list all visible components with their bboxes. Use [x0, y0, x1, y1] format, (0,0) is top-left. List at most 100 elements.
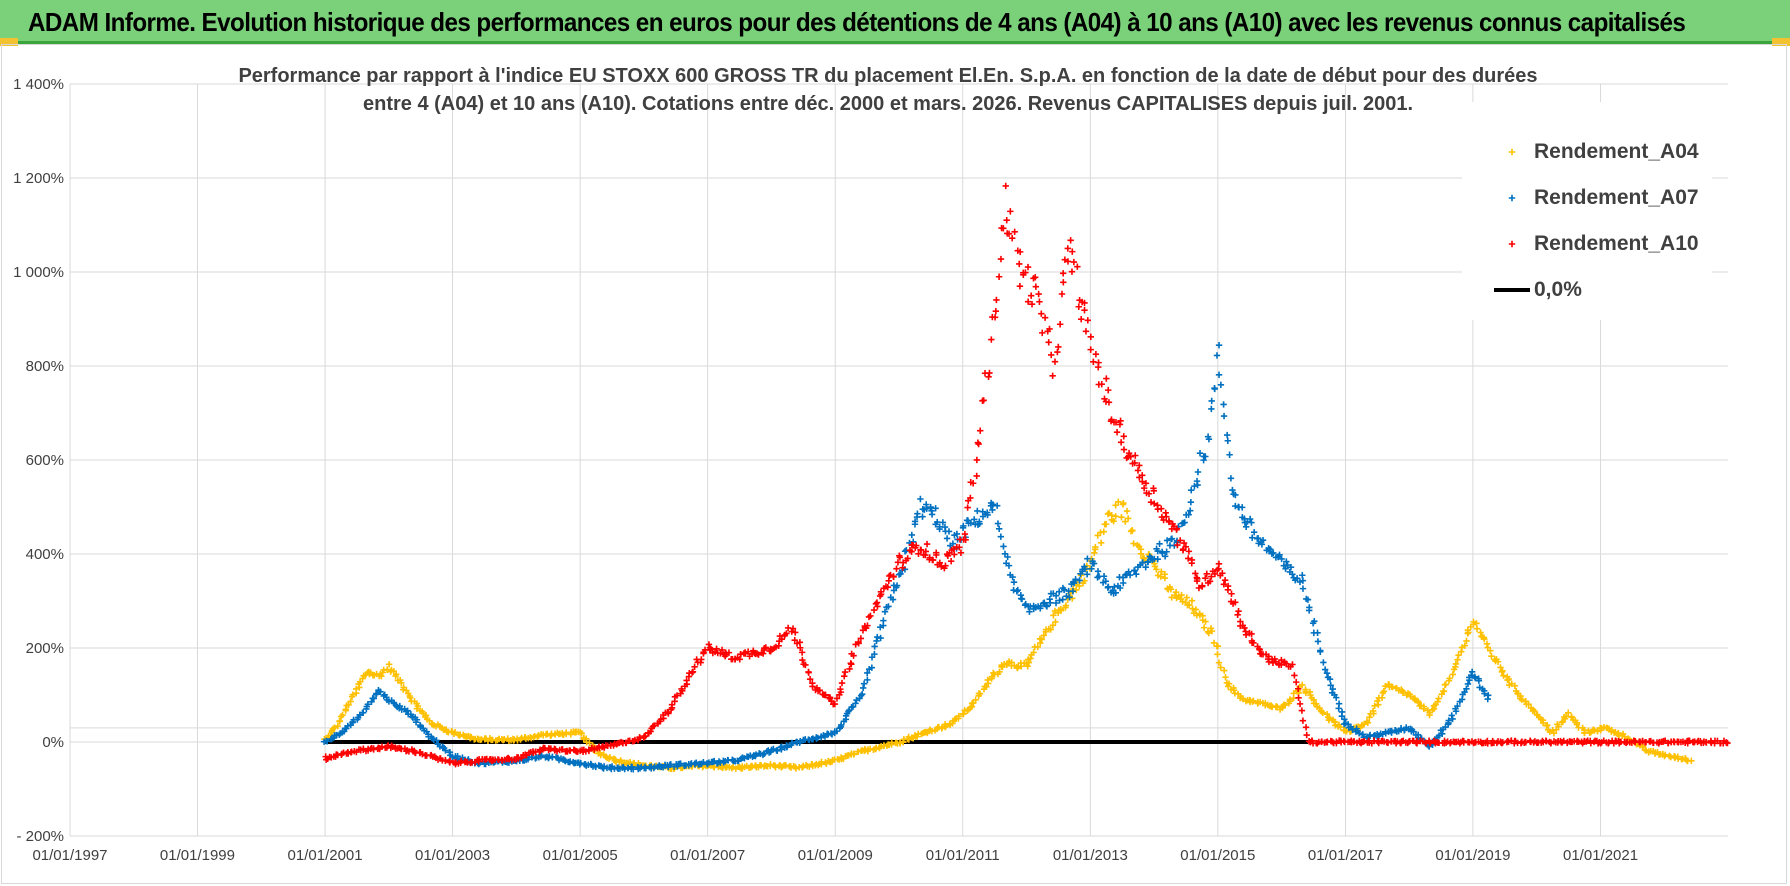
data-point [1215, 371, 1223, 379]
data-point [943, 535, 951, 542]
data-point [1046, 325, 1053, 333]
data-point [1242, 523, 1250, 531]
x-tick-label: 01/01/2007 [670, 847, 745, 864]
data-point [1045, 339, 1052, 346]
data-point [816, 687, 823, 694]
data-point [1055, 588, 1063, 595]
data-point [897, 570, 904, 578]
data-point [996, 668, 1003, 675]
y-tick-label: 600% [26, 452, 64, 469]
series-rendement-a10 [322, 182, 1731, 768]
data-point [1442, 681, 1449, 688]
data-point [1214, 651, 1221, 658]
data-point [689, 668, 697, 676]
data-point [1461, 642, 1469, 649]
data-point [922, 548, 930, 555]
data-point [1210, 639, 1218, 647]
data-point [1125, 568, 1132, 575]
data-point [1215, 342, 1223, 349]
data-point [1250, 528, 1258, 536]
data-point [1064, 245, 1071, 252]
data-point [1156, 540, 1163, 547]
data-point [1139, 472, 1146, 479]
data-point [1188, 487, 1195, 494]
data-point [833, 727, 841, 735]
data-point [412, 718, 420, 726]
y-tick-label: 1 400% [13, 76, 64, 93]
data-point [647, 728, 654, 735]
data-point [1445, 717, 1452, 724]
data-point [624, 764, 632, 772]
data-point [917, 546, 925, 554]
data-point [324, 738, 331, 745]
data-point [677, 760, 684, 767]
data-point [1040, 632, 1048, 639]
data-point [1118, 514, 1125, 521]
data-point [1235, 608, 1242, 615]
data-point [1295, 694, 1302, 702]
data-point [347, 698, 354, 705]
data-point [904, 555, 911, 562]
data-point [1192, 606, 1200, 613]
data-point [1371, 702, 1378, 710]
legend: Rendement_A04 Rendement_A07 Rendement_A10 0… [1462, 102, 1712, 320]
data-point [893, 582, 901, 589]
data-point [378, 743, 386, 750]
data-point [1454, 656, 1461, 663]
data-point [1130, 540, 1137, 547]
data-point [1337, 724, 1344, 731]
data-point [1137, 546, 1145, 553]
data-point [1505, 675, 1512, 683]
data-point [1105, 583, 1112, 591]
data-point [1016, 260, 1023, 268]
data-point [1286, 696, 1294, 703]
data-point [1213, 352, 1221, 359]
data-point [1127, 453, 1134, 460]
data-point [1100, 528, 1107, 535]
data-point [1066, 594, 1073, 601]
data-point [822, 691, 829, 699]
data-point [972, 696, 979, 704]
data-point [1005, 562, 1013, 569]
data-point [1098, 380, 1105, 388]
data-point [1178, 591, 1185, 599]
data-point [1069, 248, 1076, 255]
data-point [700, 759, 707, 766]
data-point [1103, 375, 1110, 382]
data-point [406, 694, 414, 701]
data-point [1465, 629, 1472, 636]
data-point [846, 665, 853, 673]
data-point [1049, 372, 1056, 379]
data-point [734, 757, 741, 764]
data-point [964, 707, 971, 714]
data-point [1468, 672, 1475, 679]
data-point [942, 722, 950, 730]
data-point [1120, 433, 1127, 440]
data-point [1196, 450, 1204, 457]
data-point [1293, 575, 1301, 582]
data-point [850, 652, 857, 659]
data-point [1018, 595, 1026, 603]
data-point [1181, 519, 1188, 526]
data-point [1136, 462, 1143, 469]
data-point [988, 336, 995, 343]
x-tick-label: 01/01/2001 [288, 847, 363, 864]
data-point [1473, 625, 1481, 632]
data-point [989, 506, 996, 514]
data-point [923, 505, 930, 512]
data-point [957, 549, 965, 556]
data-point [956, 544, 963, 551]
data-point [667, 761, 674, 768]
data-point [385, 661, 393, 668]
data-point [1097, 529, 1104, 536]
data-point [1056, 597, 1063, 604]
data-point [1378, 694, 1386, 701]
data-point [1265, 653, 1272, 660]
data-point [1314, 638, 1322, 645]
data-point [1208, 573, 1215, 580]
chart-title: Performance par rapport à l'indice EU ST… [238, 65, 1537, 87]
x-tick-label: 01/01/2009 [798, 847, 873, 864]
data-point [973, 456, 981, 464]
data-point [855, 638, 862, 646]
data-point [691, 663, 698, 670]
